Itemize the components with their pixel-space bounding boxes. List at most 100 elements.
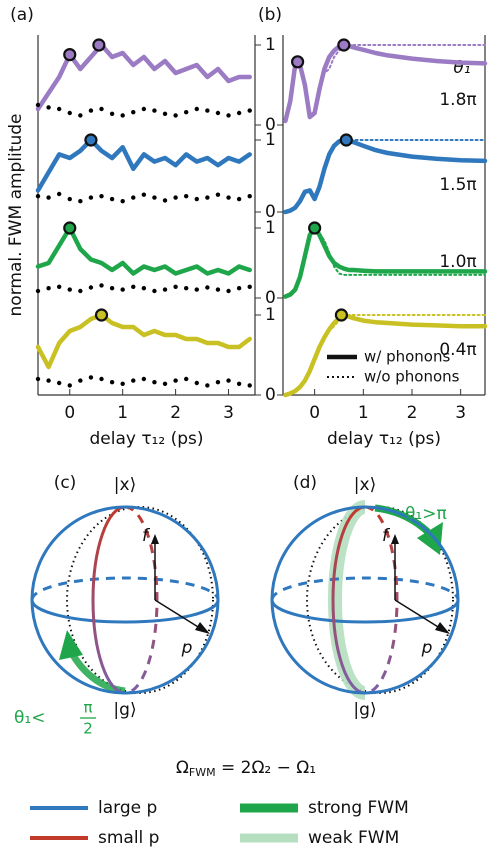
dot: [120, 113, 125, 118]
dot: [247, 193, 252, 199]
legend-label: weak FWM: [308, 828, 399, 848]
dot: [247, 284, 252, 289]
dot: [120, 381, 125, 386]
y-tick-label: 1: [265, 130, 276, 150]
dot: [205, 195, 210, 200]
x-tick-label: 3: [455, 403, 466, 423]
dot: [35, 376, 41, 382]
dot: [226, 113, 231, 118]
curve-annotation: 1.5π: [439, 175, 476, 195]
dot: [109, 111, 115, 117]
line-solid: [35, 312, 252, 370]
arrowhead: [151, 534, 159, 544]
dot: [215, 380, 221, 385]
peak-marker: [337, 38, 351, 52]
x-tick-label: 0: [309, 403, 320, 423]
line-solid: [35, 137, 252, 193]
dot: [131, 284, 136, 289]
peak-marker: [334, 308, 349, 322]
dot: [88, 375, 94, 380]
sphere-outline: [270, 505, 460, 695]
dot: [88, 195, 94, 200]
dot: [120, 199, 125, 204]
dot: [162, 287, 168, 292]
curve-annotation: 1.8π: [439, 90, 476, 110]
equator-back: [270, 576, 460, 601]
dot: [215, 287, 221, 292]
fwm-arrowhead: [59, 630, 83, 660]
dot: [67, 196, 72, 202]
dot: [173, 113, 178, 118]
line-solid: [35, 225, 252, 276]
dot: [120, 287, 125, 292]
dot: [194, 196, 199, 202]
weak-fwm-band: [328, 500, 366, 700]
dot: [35, 193, 41, 199]
peak-marker: [291, 55, 305, 69]
dot: [173, 378, 178, 383]
legend-label: w/o phonons: [364, 368, 460, 386]
dot: [131, 378, 136, 383]
fwm-arrow: [70, 653, 126, 695]
dot: [215, 192, 221, 197]
axis-label: p: [181, 638, 193, 658]
dot: [236, 196, 242, 202]
equator-back: [30, 576, 220, 601]
panel-label: (b): [258, 5, 282, 25]
dot: [109, 196, 115, 202]
angle-label: θ₁>π: [405, 504, 447, 524]
meridian-front: [91, 505, 126, 695]
dot: [131, 110, 136, 115]
dot: [131, 195, 136, 200]
peak-marker: [63, 221, 77, 235]
dot: [226, 195, 231, 200]
y-tick-label: 1: [265, 305, 276, 325]
dot: [236, 110, 242, 116]
equator-front: [30, 599, 220, 624]
curve-annotation: 0.4π: [439, 340, 476, 360]
equator-front: [270, 599, 460, 624]
line-dotted: [284, 227, 486, 298]
dot: [78, 199, 83, 204]
dot: [183, 376, 189, 382]
dot: [99, 106, 104, 112]
dot: [56, 284, 62, 289]
legend-label: strong FWM: [308, 798, 409, 818]
axis-label: f: [382, 526, 391, 546]
dot: [152, 288, 157, 294]
dot: [215, 110, 221, 116]
fwm-arrowhead: [417, 522, 443, 555]
dot: [162, 381, 168, 386]
dot: [99, 376, 104, 382]
legend-label: small p: [98, 828, 159, 848]
dot: [194, 380, 199, 386]
dot: [236, 286, 242, 291]
meridian-back: [364, 505, 399, 695]
angle-label-denominator: 2: [83, 720, 93, 738]
sphere-outline: [30, 505, 220, 695]
dot: [67, 110, 72, 116]
dot: [67, 287, 72, 292]
dot: [56, 191, 62, 197]
formula-symbol: Ω: [176, 758, 189, 778]
dot: [226, 378, 231, 383]
dot: [183, 286, 189, 291]
panel-label: (c): [54, 473, 77, 493]
meridian-front: [331, 505, 366, 695]
y-tick-label: 0: [265, 288, 276, 308]
dot: [78, 288, 83, 294]
dot: [173, 195, 178, 200]
arrowhead: [195, 622, 210, 634]
arrowhead: [435, 622, 450, 634]
dot: [56, 380, 62, 386]
dot: [141, 192, 147, 197]
dot: [88, 285, 94, 290]
dot: [205, 285, 210, 290]
y-axis-label: normal. FWM amplitude: [6, 114, 26, 317]
formula-rest: = 2Ω₂ − Ω₁: [216, 758, 317, 778]
dot: [247, 383, 252, 388]
peak-marker: [63, 47, 77, 62]
dot: [46, 378, 51, 383]
y-tick-label: 0: [265, 385, 276, 405]
dot: [46, 286, 51, 291]
